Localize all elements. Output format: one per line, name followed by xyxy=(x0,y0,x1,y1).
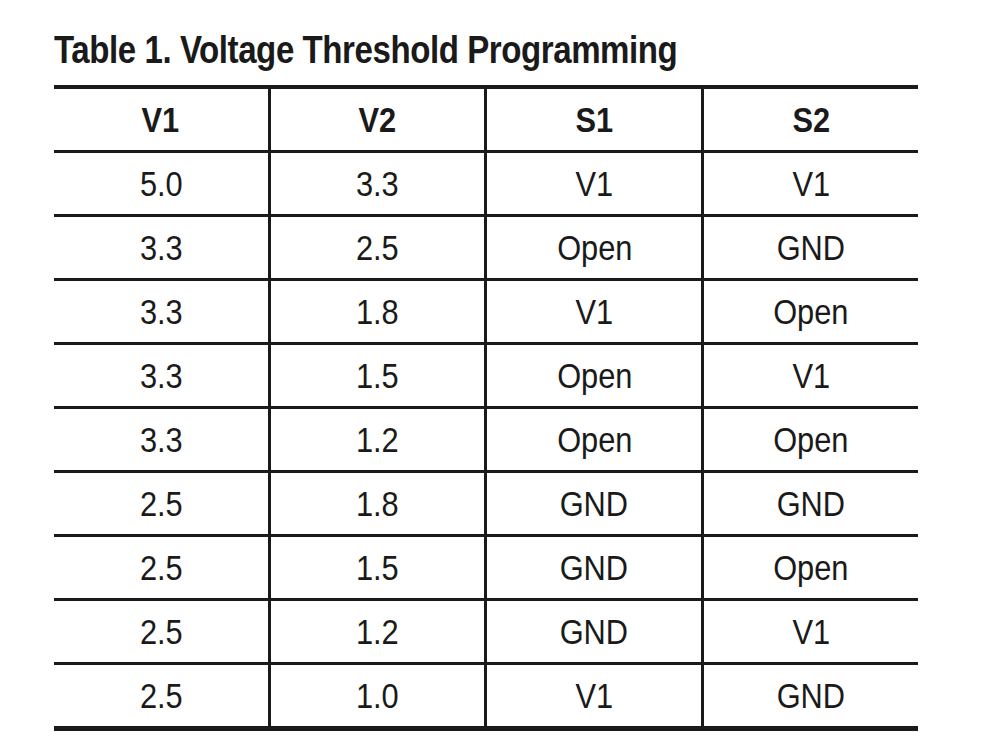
table-cell: 1.5 xyxy=(269,535,486,599)
table-cell: GND xyxy=(703,663,918,728)
table-cell: 2.5 xyxy=(54,535,269,599)
table-title-text: Table 1. Voltage Threshold Programming xyxy=(54,30,677,72)
table-cell: Open xyxy=(486,215,703,279)
table-row: 3.3 1.2 Open Open xyxy=(54,407,918,471)
table-cell: 3.3 xyxy=(54,279,269,343)
table-cell: V1 xyxy=(703,343,918,407)
table-cell: V1 xyxy=(486,279,703,343)
column-header-s1: S1 xyxy=(486,87,703,152)
table-cell: 2.5 xyxy=(54,471,269,535)
table-cell: V1 xyxy=(486,151,703,215)
table-cell: 1.5 xyxy=(269,343,486,407)
header-row: V1 V2 S1 S2 xyxy=(54,87,918,152)
column-header-v2: V2 xyxy=(269,87,486,152)
table-header: V1 V2 S1 S2 xyxy=(54,87,918,152)
table-cell: 3.3 xyxy=(54,343,269,407)
table-row: 2.5 1.8 GND GND xyxy=(54,471,918,535)
voltage-threshold-table: V1 V2 S1 S2 5.0 3.3 V1 V1 3.3 2.5 Open G xyxy=(54,85,918,731)
table-cell: GND xyxy=(486,599,703,663)
table-cell: 3.3 xyxy=(54,215,269,279)
table-cell: 1.2 xyxy=(269,407,486,471)
table-cell: GND xyxy=(486,471,703,535)
document-body: Table 1. Voltage Threshold Programming V… xyxy=(0,0,987,731)
datasheet-page: Table 1. Voltage Threshold Programming V… xyxy=(0,0,987,750)
table-row: 2.5 1.5 GND Open xyxy=(54,535,918,599)
table-row: 3.3 1.5 Open V1 xyxy=(54,343,918,407)
table-cell: 2.5 xyxy=(269,215,486,279)
table-cell: Open xyxy=(703,279,918,343)
table-row: 5.0 3.3 V1 V1 xyxy=(54,151,918,215)
table-row: 3.3 1.8 V1 Open xyxy=(54,279,918,343)
table-cell: Open xyxy=(703,407,918,471)
table-cell: 1.8 xyxy=(269,279,486,343)
table-cell: 1.2 xyxy=(269,599,486,663)
table-cell: 1.8 xyxy=(269,471,486,535)
table-cell: GND xyxy=(703,215,918,279)
table-cell: 1.0 xyxy=(269,663,486,728)
table-cell: 5.0 xyxy=(54,151,269,215)
table-cell: 3.3 xyxy=(269,151,486,215)
table-cell: V1 xyxy=(703,151,918,215)
table-row: 2.5 1.0 V1 GND xyxy=(54,663,918,728)
table-cell: 2.5 xyxy=(54,599,269,663)
table-row: 2.5 1.2 GND V1 xyxy=(54,599,918,663)
table-cell: GND xyxy=(486,535,703,599)
table-body: 5.0 3.3 V1 V1 3.3 2.5 Open GND 3.3 1.8 V… xyxy=(54,151,918,728)
table-cell: Open xyxy=(486,343,703,407)
table-cell: 3.3 xyxy=(54,407,269,471)
table-cell: V1 xyxy=(703,599,918,663)
table-cell: GND xyxy=(703,471,918,535)
table-cell: Open xyxy=(486,407,703,471)
table-title: Table 1. Voltage Threshold Programming xyxy=(54,30,987,72)
table-cell: V1 xyxy=(486,663,703,728)
column-header-s2: S2 xyxy=(703,87,918,152)
column-header-v1: V1 xyxy=(54,87,269,152)
table-cell: Open xyxy=(703,535,918,599)
table-row: 3.3 2.5 Open GND xyxy=(54,215,918,279)
table-cell: 2.5 xyxy=(54,663,269,728)
